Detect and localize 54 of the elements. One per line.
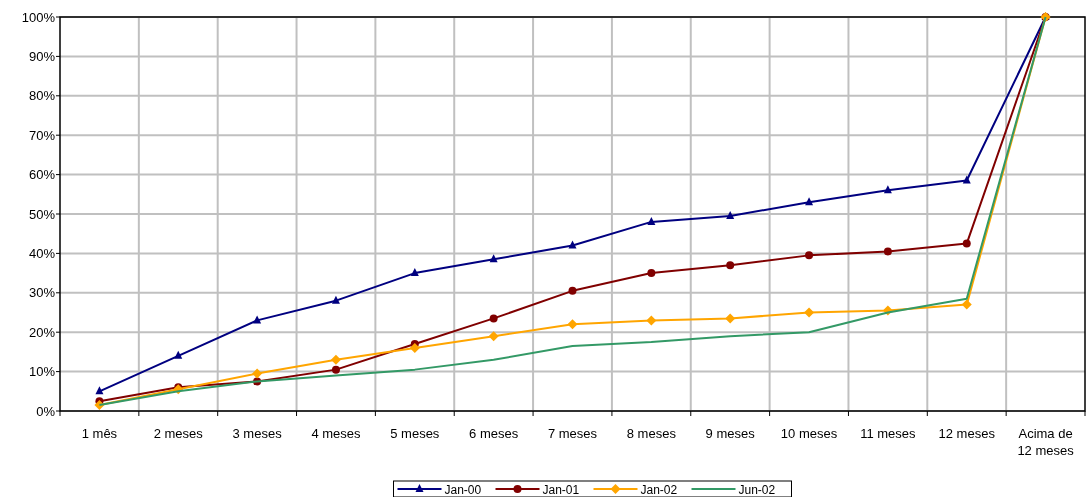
x-tick-label: 1 mês: [81, 426, 118, 441]
y-tick-label: 60%: [28, 167, 56, 183]
point: [725, 313, 736, 324]
point: [804, 307, 815, 318]
x-tick-label: 9 meses: [705, 426, 756, 441]
point: [330, 354, 341, 365]
point: [252, 368, 263, 379]
point: [647, 269, 656, 278]
y-tick-label: 100%: [21, 9, 56, 25]
x-tick-label: 3 meses: [232, 426, 283, 441]
x-tick-label: 6 meses: [469, 426, 519, 441]
legend-label: Jan-01: [542, 482, 580, 497]
x-tick-label: 5 meses: [390, 426, 440, 441]
x-tick-label: 11 meses: [860, 426, 917, 441]
point: [646, 315, 657, 326]
x-tick-label: 2 meses: [153, 426, 204, 441]
point: [962, 175, 971, 184]
y-tick-label: 10%: [28, 364, 56, 380]
point: [805, 197, 814, 206]
y-tick-label: 30%: [28, 285, 56, 301]
point: [489, 314, 498, 323]
point: [331, 295, 340, 304]
point: [331, 365, 340, 374]
y-tick-label: 70%: [28, 127, 56, 143]
point: [961, 299, 972, 310]
x-tick-label: 4 meses: [311, 426, 362, 441]
point: [488, 331, 499, 342]
legend-label: Jan-00: [444, 482, 482, 497]
point: [962, 239, 971, 248]
point: [95, 386, 104, 395]
x-tick-label: 8 meses: [626, 426, 677, 441]
point: [174, 350, 183, 359]
legend-label: Jan-02: [640, 482, 678, 497]
point: [409, 342, 420, 353]
x-tick-label: 12 meses: [938, 426, 996, 441]
y-tick-label: 0%: [36, 403, 56, 419]
point: [805, 251, 814, 260]
x-tick-label: 10 meses: [780, 426, 838, 441]
y-tick-label: 90%: [28, 48, 56, 64]
point: [567, 319, 578, 330]
point: [647, 216, 656, 225]
y-tick-label: 50%: [28, 206, 56, 222]
x-tick-label: 7 meses: [547, 426, 598, 441]
point: [568, 286, 577, 295]
point: [726, 210, 735, 219]
y-tick-label: 40%: [28, 245, 56, 261]
point: [410, 268, 419, 277]
legend-label: Jun-02: [738, 482, 776, 497]
y-tick-label: 80%: [28, 88, 56, 104]
point: [726, 261, 735, 270]
y-tick-label: 20%: [28, 324, 56, 340]
point: [883, 247, 892, 256]
x-tick-label: Acima de 12 meses: [1017, 426, 1075, 458]
point: [568, 240, 577, 249]
